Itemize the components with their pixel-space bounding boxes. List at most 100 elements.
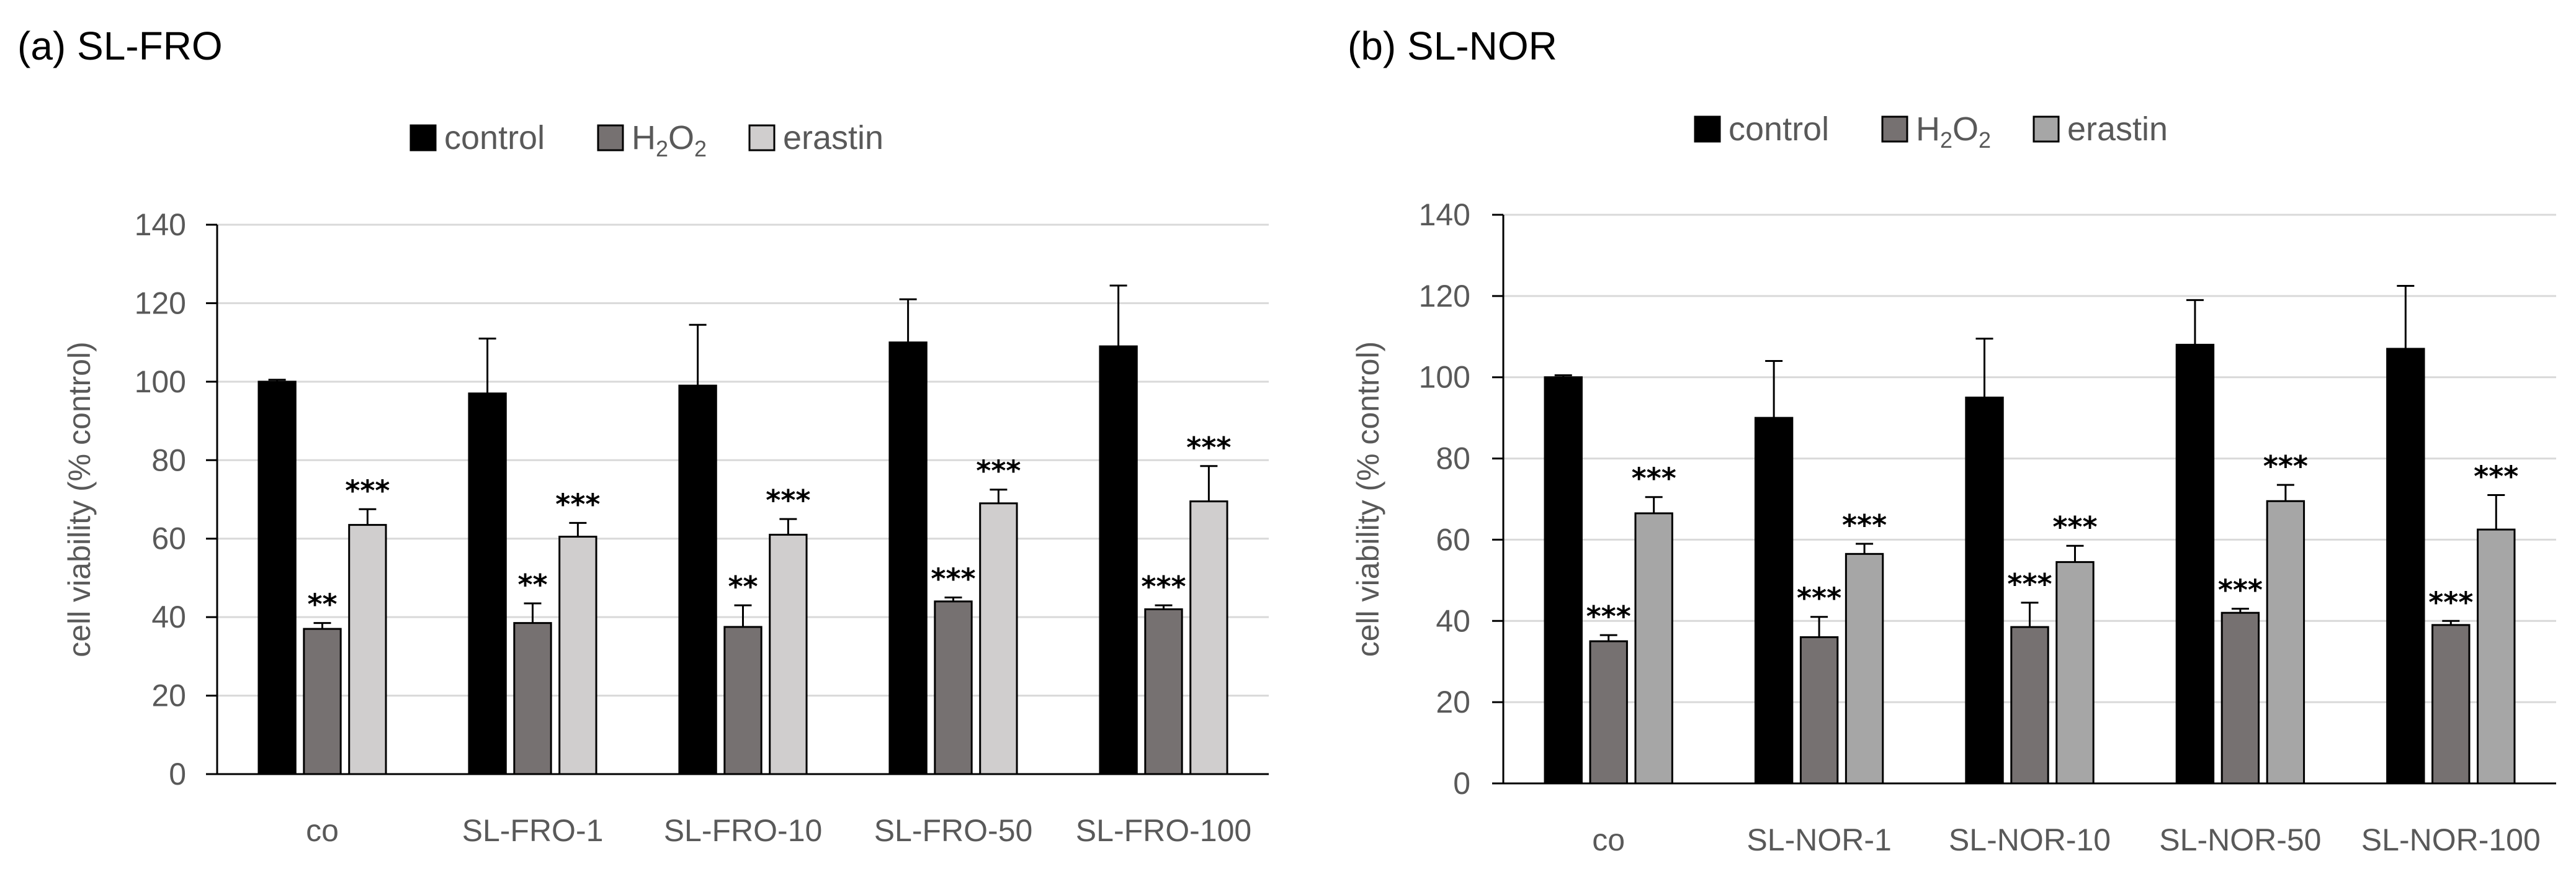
significance-marker: *** — [2007, 567, 2052, 601]
bar-erastin — [1634, 512, 1673, 785]
x-category-label: SL-NOR-50 — [2159, 823, 2321, 857]
y-tick-label: 140 — [135, 207, 186, 242]
y-tick-label: 0 — [169, 757, 186, 791]
x-category-label: SL-FRO-50 — [874, 813, 1033, 848]
y-tick-label: 80 — [151, 443, 186, 477]
bar-erastin — [348, 524, 387, 775]
legend-item-control[interactable]: control — [1694, 110, 1829, 148]
y-tick-label: 120 — [135, 286, 186, 320]
y-tick-label: 20 — [151, 678, 186, 713]
bar-control — [1754, 417, 1794, 785]
significance-marker: *** — [2474, 459, 2518, 493]
bar-h2o2 — [1799, 636, 1839, 785]
significance-marker: ** — [517, 568, 547, 602]
x-category-label: SL-NOR-1 — [1746, 823, 1891, 857]
bar-control — [2175, 343, 2215, 785]
significance-marker: *** — [2052, 510, 2097, 544]
legend-item-h2o2[interactable]: H2O2 — [1881, 110, 1991, 153]
significance-marker: *** — [1797, 582, 1841, 615]
y-tick-label: 60 — [151, 521, 186, 556]
legend-swatch — [748, 124, 776, 151]
bar-h2o2 — [513, 622, 552, 775]
significance-marker: ** — [307, 588, 337, 621]
legend-item-erastin[interactable]: erastin — [2033, 110, 2168, 148]
panel-b-sl-nor: (b) SL-NOR 0 20 40 60 80 100 120 140 cell viabili… — [1348, 24, 2556, 857]
legend-label: erastin — [2067, 110, 2168, 148]
x-category-label: SL-FRO-1 — [462, 813, 604, 848]
y-axis-label: cell viability (% control) — [62, 341, 97, 657]
significance-marker: *** — [931, 562, 975, 596]
bar-erastin — [558, 536, 597, 775]
legend-item-control[interactable]: control — [409, 119, 545, 156]
y-tick-label: 40 — [151, 600, 186, 634]
y-tick-label: 0 — [1453, 766, 1470, 801]
significance-marker: *** — [1141, 570, 1186, 603]
bar-control — [1544, 376, 1583, 785]
y-tick-label: 60 — [1436, 522, 1470, 557]
significance-marker: *** — [766, 484, 810, 517]
significance-marker: *** — [2428, 585, 2473, 619]
x-category-label: SL-FRO-10 — [664, 813, 823, 848]
bar-control — [257, 381, 297, 775]
x-category-label: SL-NOR-100 — [2361, 823, 2541, 857]
legend-label: control — [1729, 110, 1829, 148]
legend-item-erastin[interactable]: erastin — [748, 119, 883, 156]
significance-marker: *** — [345, 474, 390, 507]
x-category-label: co — [306, 813, 339, 848]
bar-h2o2 — [2010, 626, 2049, 785]
bar-h2o2 — [723, 626, 763, 775]
bar-control — [1965, 396, 2004, 785]
legend-swatch — [597, 124, 624, 151]
legend-swatch — [1881, 115, 1908, 143]
y-axis-label: cell viability (% control) — [1351, 341, 1385, 657]
bar-control — [2386, 348, 2425, 785]
significance-marker: *** — [1632, 462, 1676, 495]
y-tick-label: 20 — [1436, 685, 1470, 719]
bar-h2o2 — [2220, 611, 2260, 785]
bar-h2o2 — [1144, 608, 1183, 775]
significance-marker: *** — [2263, 449, 2308, 483]
legend-label: erastin — [783, 119, 883, 156]
bar-control — [468, 392, 507, 775]
y-tick-label: 140 — [1419, 197, 1470, 232]
bar-erastin — [1845, 552, 1884, 785]
bar-control — [678, 384, 717, 775]
y-tick-label: 100 — [135, 364, 186, 399]
x-category-label: co — [1592, 823, 1625, 857]
x-category-label: SL-FRO-100 — [1076, 813, 1251, 848]
bar-erastin — [2477, 528, 2516, 785]
y-tick-label: 40 — [1436, 603, 1470, 638]
significance-marker: *** — [555, 487, 600, 521]
bar-control — [888, 341, 928, 775]
bar-h2o2 — [1589, 640, 1628, 785]
legend-swatch — [2033, 115, 2060, 143]
legend-swatch — [1694, 115, 1721, 143]
chart-title: (b) SL-NOR — [1348, 24, 1557, 68]
bar-erastin — [979, 502, 1018, 775]
panel-a-sl-fro: (a) SL-FRO 0 20 40 60 80 100 120 140 cell viabili… — [17, 24, 1269, 848]
chart-title: (a) SL-FRO — [17, 24, 223, 68]
bar-h2o2 — [2431, 624, 2471, 785]
significance-marker: *** — [2218, 574, 2263, 607]
bar-h2o2 — [303, 628, 342, 775]
bar-control — [1099, 345, 1138, 775]
significance-marker: ** — [728, 570, 758, 603]
legend-label: control — [444, 119, 545, 156]
legend-label: H2O2 — [1916, 110, 1991, 153]
legend-item-h2o2[interactable]: H2O2 — [597, 119, 707, 161]
significance-marker: *** — [1186, 431, 1231, 464]
bar-erastin — [1189, 500, 1228, 775]
bar-h2o2 — [934, 600, 973, 775]
significance-marker: *** — [1842, 508, 1887, 542]
bar-erastin — [2266, 500, 2305, 785]
y-tick-label: 100 — [1419, 360, 1470, 395]
significance-marker: *** — [976, 454, 1021, 488]
legend-swatch — [409, 124, 437, 151]
y-tick-label: 80 — [1436, 441, 1470, 476]
x-category-label: SL-NOR-10 — [1949, 823, 2111, 857]
bar-erastin — [2055, 561, 2095, 785]
legend-label: H2O2 — [632, 119, 707, 161]
significance-marker: *** — [1586, 600, 1631, 633]
bar-erastin — [769, 533, 808, 775]
